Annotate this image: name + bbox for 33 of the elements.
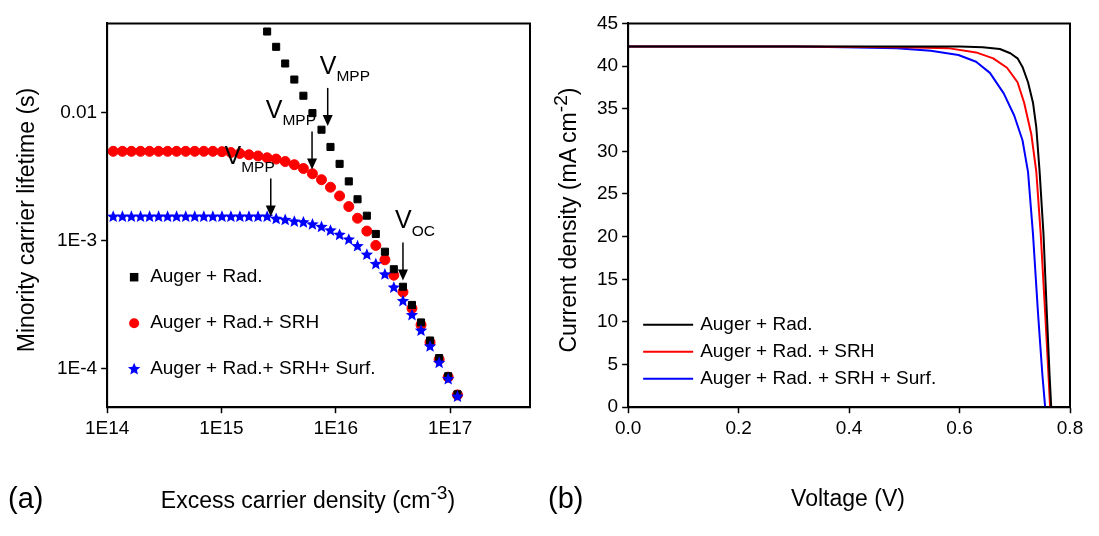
y-tick-label: 45 (596, 11, 619, 33)
x-axis-title: Voltage (V) (791, 484, 905, 512)
y-tick-label: 40 (596, 54, 619, 76)
y-tick-label: 10 (596, 310, 619, 332)
x-tick-label: 0.0 (614, 416, 642, 438)
y-tick-label: 1E-4 (56, 356, 98, 378)
y-tick-label: 1E-3 (56, 228, 98, 250)
text: (a) (8, 482, 44, 515)
x-tick-label: 0.8 (1056, 416, 1084, 438)
x-tick-label: 0.6 (946, 416, 973, 438)
legend-label: Auger + Rad.+ SRH (150, 311, 320, 333)
y-tick-label: 30 (596, 139, 619, 161)
x-axis-title: Excess carrier density (cm$^{-3}$) (160, 482, 456, 514)
x-tick-label: 1E17 (427, 416, 473, 438)
x-tick-label: 1E14 (84, 416, 130, 438)
legend-label: Auger + Rad. (150, 265, 263, 287)
legend-label: Auger + Rad. (700, 312, 813, 334)
y-tick-label: 0 (607, 395, 619, 417)
legend-label: Auger + Rad. + SRH + Surf. (700, 366, 937, 388)
text: (b) (548, 482, 584, 515)
y-tick-label: 35 (596, 96, 619, 118)
y-tick-label: 20 (596, 224, 619, 246)
y-tick-label: 0.01 (60, 101, 98, 123)
y-axis-title: Minority carrier lifetime (s) (12, 87, 40, 353)
legend-label: Auger + Rad. + SRH (700, 339, 875, 361)
y-tick-label: 25 (596, 182, 619, 204)
legend-label: Auger + Rad.+ SRH+ Surf. (150, 357, 376, 379)
y-tick-label: 5 (607, 352, 619, 374)
x-tick-label: 0.2 (725, 416, 752, 438)
x-tick-label: 0.4 (835, 416, 863, 438)
y-tick-label: 15 (596, 267, 619, 289)
x-tick-label: 1E15 (199, 416, 244, 438)
x-tick-label: 1E16 (313, 416, 358, 438)
